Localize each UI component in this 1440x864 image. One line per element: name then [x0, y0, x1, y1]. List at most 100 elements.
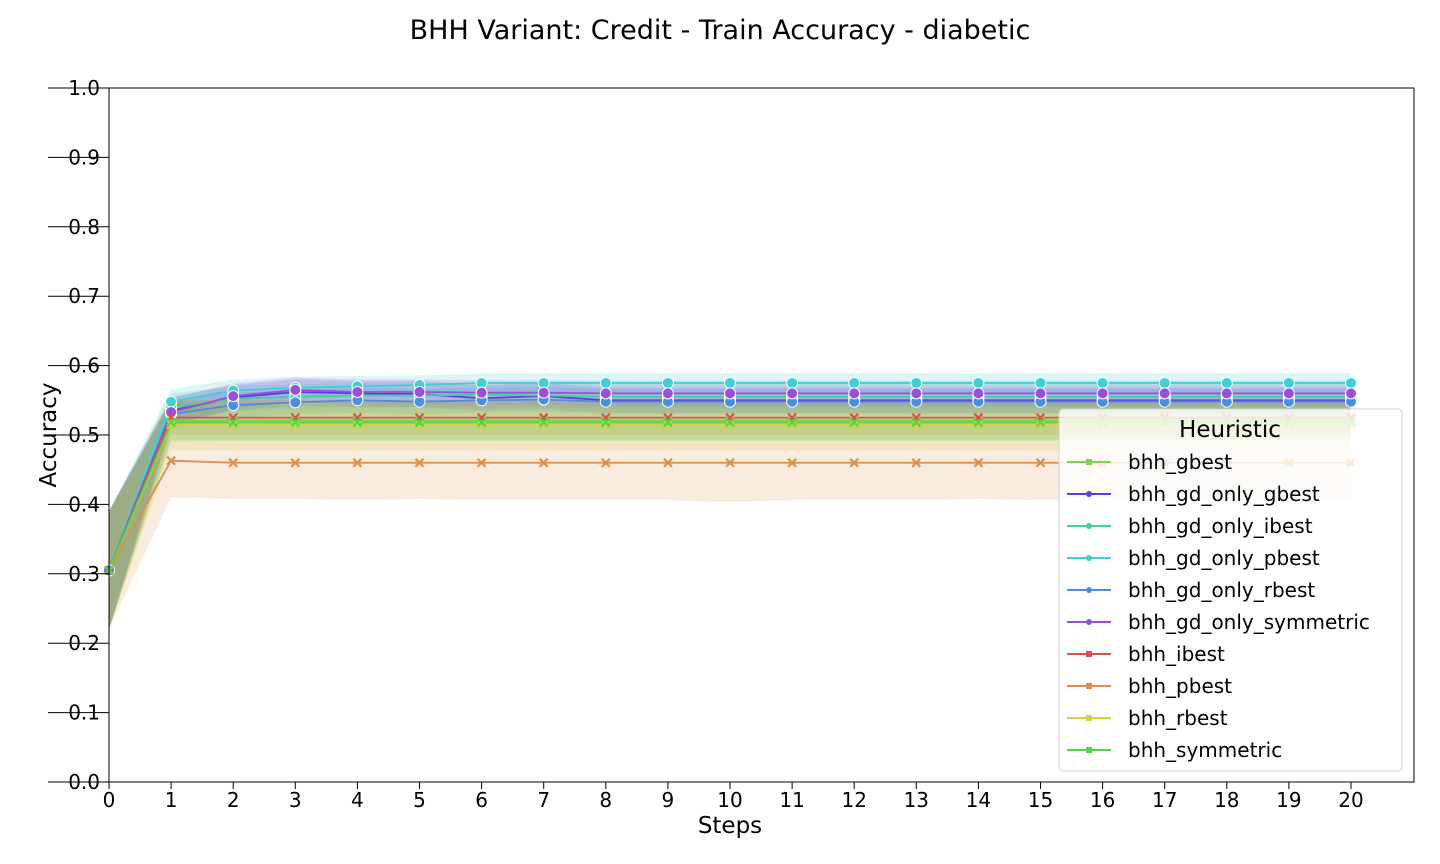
point-bhh_pbest	[290, 457, 301, 468]
legend-label-bhh_pbest: bhh_pbest	[1128, 674, 1232, 698]
point-bhh_gd_only_symmetric	[413, 385, 426, 398]
legend-label-bhh_gd_only_rbest: bhh_gd_only_rbest	[1128, 578, 1315, 602]
legend-marker-bhh_gd_only_pbest	[1086, 555, 1092, 561]
chart-title: BHH Variant: Credit - Train Accuracy - d…	[410, 15, 1031, 46]
x-tick-label: 16	[1090, 788, 1115, 812]
point-bhh_gd_only_symmetric	[1345, 387, 1357, 400]
x-tick-label: 4	[351, 788, 364, 812]
legend-title: Heuristic	[1179, 417, 1281, 443]
x-tick-label: 12	[841, 788, 866, 812]
point-bhh_rbest	[663, 419, 673, 430]
y-tick-label: 0.1	[68, 701, 100, 725]
legend-marker-bhh_gd_only_ibest	[1086, 523, 1092, 529]
legend-label-bhh_symmetric: bhh_symmetric	[1128, 738, 1282, 762]
point-bhh_gd_only_pbest	[910, 376, 923, 389]
x-tick-label: 19	[1276, 788, 1301, 812]
point-bhh_gd_only_pbest	[1034, 376, 1047, 389]
x-tick-label: 6	[475, 788, 488, 812]
point-bhh_gd_only_symmetric	[1282, 387, 1295, 400]
point-bhh_symmetric	[725, 417, 735, 428]
point-bhh_rbest	[787, 419, 797, 430]
x-tick-label: 5	[413, 788, 426, 812]
point-bhh_pbest	[849, 457, 859, 468]
point-bhh_symmetric	[352, 417, 363, 428]
point-bhh_gd_only_pbest	[848, 376, 861, 389]
x-tick-label: 14	[966, 788, 991, 812]
point-bhh_symmetric	[290, 417, 301, 428]
point-bhh_gd_only_symmetric	[165, 406, 178, 419]
point-bhh_gd_only_pbest	[786, 376, 799, 389]
legend-marker-bhh_gbest	[1086, 459, 1092, 465]
x-axis-label: Steps	[698, 813, 762, 839]
legend-box	[1058, 408, 1403, 772]
y-tick-label: 0.2	[68, 631, 100, 655]
legend: Heuristic bhh_gbestbhh_gd_only_gbestbhh_…	[1058, 408, 1403, 772]
point-bhh_gd_only_symmetric	[848, 387, 861, 400]
point-bhh_rbest	[911, 419, 922, 430]
x-tick-label: 13	[904, 788, 929, 812]
point-bhh_gd_only_pbest	[661, 376, 674, 389]
point-bhh_symmetric	[663, 417, 673, 428]
point-bhh_pbest	[538, 457, 549, 468]
x-axis-ticks: 0 1 2 3 4 5 6 7 8 9 10 11 12 13 14 15 16 17 18 19 20	[103, 782, 1364, 812]
y-tick-label: 0.9	[68, 145, 100, 169]
point-bhh_gd_only_pbest	[1282, 376, 1295, 389]
point-bhh_gd_only_pbest	[972, 376, 985, 389]
x-tick-label: 15	[1028, 788, 1053, 812]
point-bhh_gd_only_symmetric	[537, 386, 550, 399]
point-bhh_gd_only_symmetric	[910, 387, 923, 400]
legend-label-bhh_gd_only_symmetric: bhh_gd_only_symmetric	[1128, 610, 1370, 634]
x-tick-label: 8	[599, 788, 612, 812]
point-bhh_gd_only_pbest	[1096, 376, 1109, 389]
y-tick-label: 0.8	[68, 215, 100, 239]
legend-items: bhh_gbest bhh_gd_only_gbest bhh_gd_only_ib…	[1067, 450, 1370, 762]
x-tick-label: 17	[1152, 788, 1177, 812]
y-axis-label: Accuracy	[36, 382, 62, 487]
legend-marker-bhh_gd_only_rbest	[1086, 587, 1092, 593]
point-bhh_gd_only_symmetric	[1096, 387, 1109, 400]
point-bhh_gd_only_symmetric	[786, 387, 799, 400]
point-bhh_rbest	[166, 419, 176, 430]
legend-marker-bhh_rbest	[1086, 715, 1092, 721]
point-bhh_gd_only_symmetric	[724, 387, 736, 400]
point-bhh_rbest	[849, 419, 859, 430]
x-tick-label: 10	[717, 788, 742, 812]
point-bhh_gd_only_pbest	[1220, 376, 1233, 389]
x-tick-label: 1	[165, 788, 178, 812]
point-bhh_symmetric	[911, 417, 922, 428]
point-bhh_symmetric	[1035, 417, 1046, 428]
legend-marker-bhh_ibest	[1086, 651, 1092, 657]
point-bhh_rbest	[414, 419, 425, 430]
point-bhh_symmetric	[538, 417, 549, 428]
point-bhh_pbest	[166, 455, 176, 466]
x-tick-label: 11	[779, 788, 804, 812]
y-tick-label: 0.7	[68, 284, 100, 308]
point-bhh_gd_only_symmetric	[289, 383, 302, 396]
x-tick-label: 3	[289, 788, 302, 812]
point-bhh_pbest	[911, 457, 922, 468]
y-tick-label: 0.0	[68, 770, 100, 794]
point-bhh_gd_only_symmetric	[972, 387, 985, 400]
point-bhh_pbest	[476, 457, 487, 468]
band-bhh_pbest	[109, 423, 1351, 630]
point-bhh_rbest	[290, 419, 301, 430]
point-bhh_pbest	[725, 457, 735, 468]
point-bhh_rbest	[1035, 419, 1046, 430]
point-bhh_gd_only_pbest	[1158, 376, 1171, 389]
point-bhh_gd_only_pbest	[165, 395, 178, 408]
point-bhh_rbest	[228, 419, 238, 430]
y-tick-label: 0.4	[68, 492, 100, 516]
legend-label-bhh_gd_only_pbest: bhh_gd_only_pbest	[1128, 546, 1320, 570]
point-bhh_gd_only_symmetric	[599, 387, 612, 400]
point-bhh_symmetric	[973, 417, 984, 428]
point-bhh_rbest	[476, 419, 487, 430]
x-tick-label: 20	[1338, 788, 1363, 812]
point-bhh_pbest	[787, 457, 797, 468]
point-bhh_gd_only_pbest	[724, 376, 736, 389]
point-bhh_pbest	[601, 457, 611, 468]
y-tick-label: 0.5	[68, 423, 100, 447]
point-bhh_rbest	[725, 419, 735, 430]
point-bhh_pbest	[352, 457, 363, 468]
point-bhh_symmetric	[166, 417, 176, 428]
